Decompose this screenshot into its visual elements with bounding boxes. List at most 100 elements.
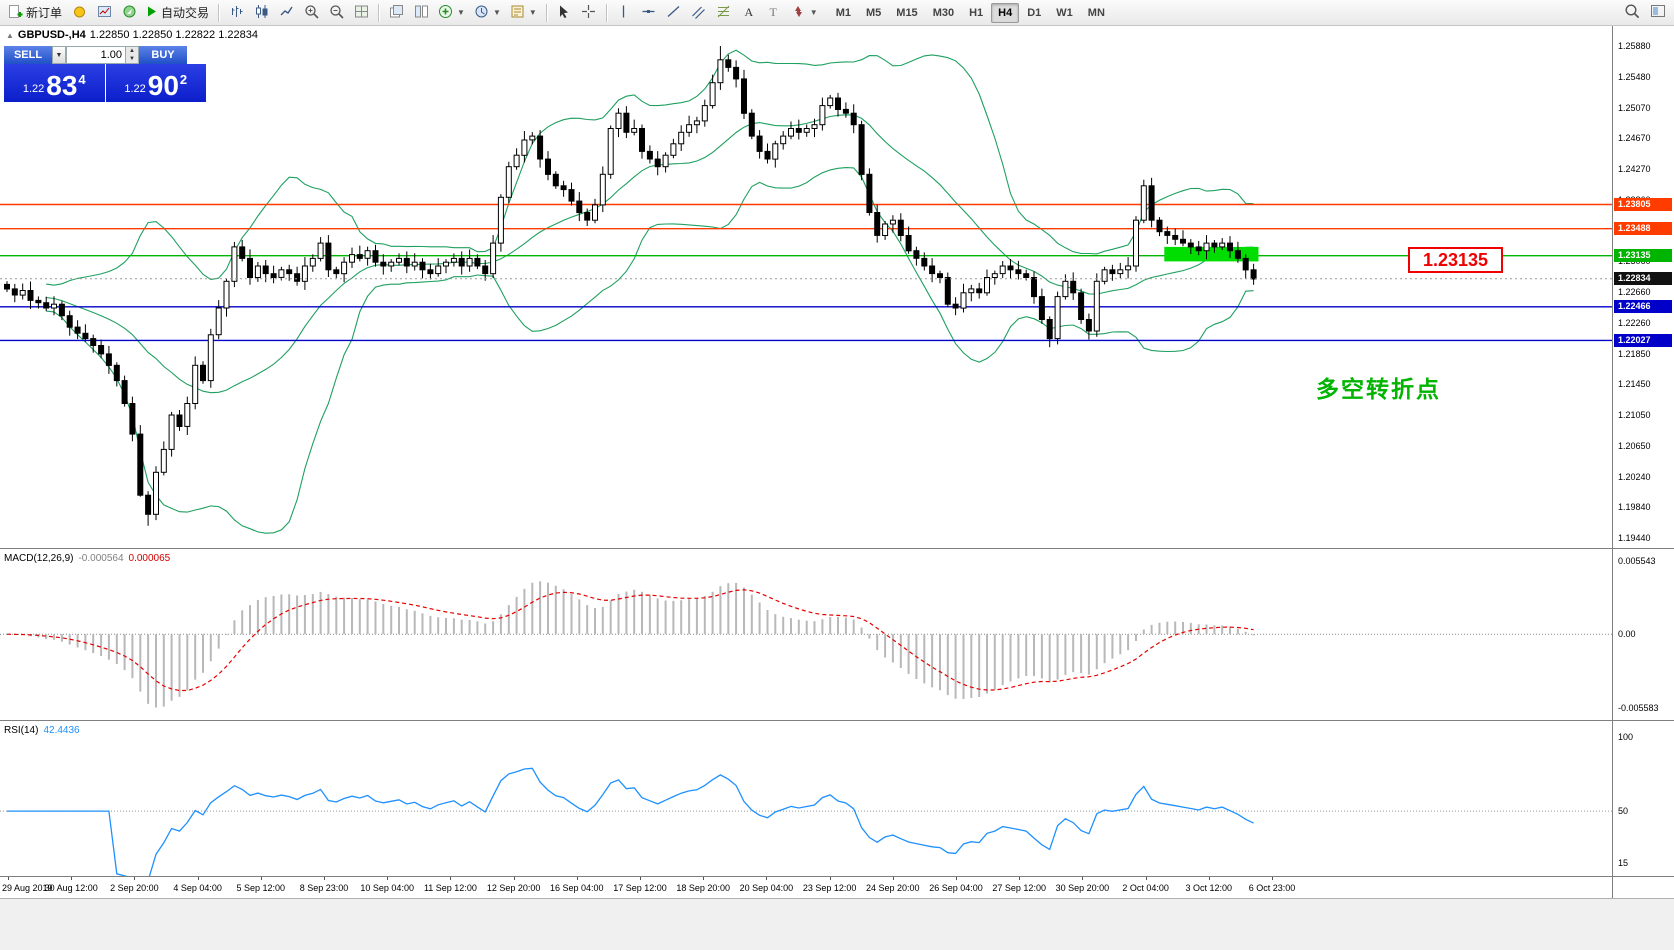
search-button[interactable]	[1620, 2, 1644, 24]
trendline-button[interactable]	[662, 2, 686, 24]
time-axis-label[interactable]: 5 Sep 12:00	[236, 883, 286, 893]
price-axis-label[interactable]: 1.20240	[1618, 471, 1651, 482]
time-axis-label[interactable]: 24 Sep 20:00	[866, 883, 920, 893]
cascade-windows-button[interactable]	[384, 2, 408, 24]
timeframe-D1[interactable]: D1	[1027, 6, 1042, 19]
chart-candles-button[interactable]	[249, 2, 273, 24]
arrange-windows-button[interactable]	[409, 2, 433, 24]
tile-windows-icon	[354, 4, 369, 22]
price-axis-label[interactable]: 1.25070	[1618, 102, 1651, 113]
time-axis-label[interactable]: 20 Sep 04:00	[739, 883, 794, 893]
macd-axis-label[interactable]: 0.005543	[1618, 556, 1656, 566]
arrows-button[interactable]: ▼	[787, 2, 822, 24]
rsi-panel[interactable]: RSI(14) 42.4436 100 50 15	[0, 720, 1674, 876]
fibonacci-button[interactable]	[712, 2, 736, 24]
time-axis-label[interactable]: 2 Sep 20:00	[110, 883, 159, 893]
time-axis-label[interactable]: 26 Sep 04:00	[929, 883, 983, 893]
macd-chart[interactable]	[0, 549, 1612, 720]
time-axis-label[interactable]: 17 Sep 12:00	[613, 883, 667, 893]
templates-button[interactable]: ▼	[506, 2, 541, 24]
navigator-button[interactable]	[117, 2, 141, 24]
horizontal-line-button[interactable]	[637, 2, 661, 24]
zoom-out-button[interactable]	[324, 2, 348, 24]
time-axis-label[interactable]: 16 Sep 04:00	[550, 883, 604, 893]
timeframe-H1[interactable]: H1	[969, 6, 984, 19]
volume-down-button[interactable]: ▼	[129, 56, 135, 62]
market-watch-button[interactable]	[67, 2, 91, 24]
price-axis-label[interactable]: 1.24270	[1618, 164, 1651, 174]
price-axis-label[interactable]: 1.22260	[1618, 317, 1651, 328]
rsi-axis-label[interactable]: 15	[1618, 858, 1629, 868]
crosshair-button[interactable]	[577, 2, 601, 24]
macd-name: MACD(12,26,9)	[4, 553, 74, 564]
time-axis-label[interactable]: 23 Sep 12:00	[802, 883, 857, 893]
chart-line-button[interactable]	[274, 2, 298, 24]
buy-button[interactable]: BUY	[139, 46, 187, 64]
rsi-chart[interactable]	[0, 721, 1612, 876]
volume-dropdown-button[interactable]: ▼	[52, 46, 66, 64]
rsi-axis-label[interactable]: 50	[1618, 806, 1629, 817]
chart-annotation-text[interactable]: 多空转折点	[1316, 376, 1441, 402]
rsi-axis-label[interactable]: 100	[1618, 732, 1634, 742]
time-axis-label[interactable]: 30 Aug 12:00	[44, 883, 98, 893]
time-axis-label[interactable]: 6 Oct 23:00	[1248, 883, 1296, 893]
price-axis-label[interactable]: 1.21050	[1618, 410, 1651, 420]
time-axis-label[interactable]: 18 Sep 20:00	[676, 883, 730, 893]
price-axis-label[interactable]: 1.25880	[1618, 41, 1651, 51]
channel-button[interactable]	[687, 2, 711, 24]
price-axis-label[interactable]: 1.19440	[1618, 533, 1651, 543]
timeframe-M5[interactable]: M5	[866, 6, 882, 19]
timeframe-MN[interactable]: MN	[1087, 6, 1105, 19]
time-axis-label[interactable]: 27 Sep 12:00	[992, 883, 1046, 893]
label-button[interactable]: T	[762, 2, 786, 24]
timeframe-M30[interactable]: M30	[932, 6, 955, 19]
vertical-line-button[interactable]	[612, 2, 636, 24]
tile-windows-button[interactable]	[349, 2, 373, 24]
volume-input[interactable]	[66, 46, 126, 64]
price-axis-label[interactable]: 1.21450	[1618, 379, 1651, 390]
time-axis-label[interactable]: 2 Oct 04:00	[1122, 883, 1169, 893]
price-axis-label[interactable]: 1.24670	[1618, 133, 1651, 144]
timeframe-M1[interactable]: M1	[835, 6, 851, 19]
time-axis-label[interactable]: 30 Sep 20:00	[1055, 883, 1110, 893]
sell-button[interactable]: SELL	[4, 46, 52, 64]
buy-price-display[interactable]: 1.22 90 2	[105, 64, 206, 102]
price-axis-label[interactable]: 1.20650	[1618, 440, 1651, 451]
price-axis-label[interactable]: 1.25480	[1618, 71, 1651, 82]
time-axis[interactable]: 29 Aug 2019 30 Aug 12:00 2 Sep 20:00 4 Sep …	[0, 876, 1674, 898]
time-axis-label[interactable]: 12 Sep 20:00	[486, 883, 541, 893]
sell-price-big: 83	[46, 70, 78, 101]
time-axis-label[interactable]: 3 Oct 12:00	[1185, 883, 1233, 893]
macd-panel[interactable]: MACD(12,26,9) -0.000564 0.000065 0.005543 0…	[0, 548, 1674, 720]
price-axis-label[interactable]: 1.19840	[1618, 502, 1651, 513]
indicators-button[interactable]: ▼	[434, 2, 469, 24]
window-list-button[interactable]	[1646, 2, 1670, 24]
time-axis-label[interactable]: 11 Sep 12:00	[423, 883, 477, 893]
zoom-in-button[interactable]	[299, 2, 323, 24]
time-axis-label[interactable]: 29 Aug 2019	[2, 883, 53, 893]
text-button[interactable]: A	[737, 2, 761, 24]
price-chart-panel[interactable]: ▲ GBPUSD-,H4 1.22850 1.22850 1.22822 1.2…	[0, 26, 1674, 548]
chart-bars-button[interactable]	[224, 2, 248, 24]
time-axis-label[interactable]: 10 Sep 04:00	[360, 883, 414, 893]
price-axis-label[interactable]: 1.22660	[1618, 287, 1651, 297]
arrows-icon	[791, 4, 806, 22]
candlestick-chart[interactable]	[0, 26, 1612, 548]
timeframe-H4[interactable]: H4	[991, 2, 1020, 23]
periods-button[interactable]: ▼	[470, 2, 505, 24]
macd-axis-label[interactable]: 0.00	[1618, 629, 1636, 640]
auto-trading-button[interactable]: 自动交易	[142, 2, 213, 24]
new-order-button[interactable]: 新订单	[4, 2, 66, 24]
macd-axis-label[interactable]: -0.005583	[1618, 703, 1659, 713]
sell-price-display[interactable]: 1.22 83 4	[4, 64, 105, 102]
volume-up-button[interactable]: ▲	[129, 48, 135, 54]
chevron-up-icon[interactable]: ▲	[6, 30, 14, 40]
price-axis-label[interactable]: 1.21850	[1618, 348, 1651, 359]
timeframe-M15[interactable]: M15	[896, 6, 918, 19]
timeframe-W1[interactable]: W1	[1056, 6, 1073, 19]
cursor-button[interactable]	[552, 2, 576, 24]
time-axis-label[interactable]: 4 Sep 04:00	[173, 883, 222, 893]
charts-button[interactable]	[92, 2, 116, 24]
price-callout-box[interactable]: 1.23135	[1408, 247, 1503, 273]
time-axis-label[interactable]: 8 Sep 23:00	[299, 883, 349, 893]
